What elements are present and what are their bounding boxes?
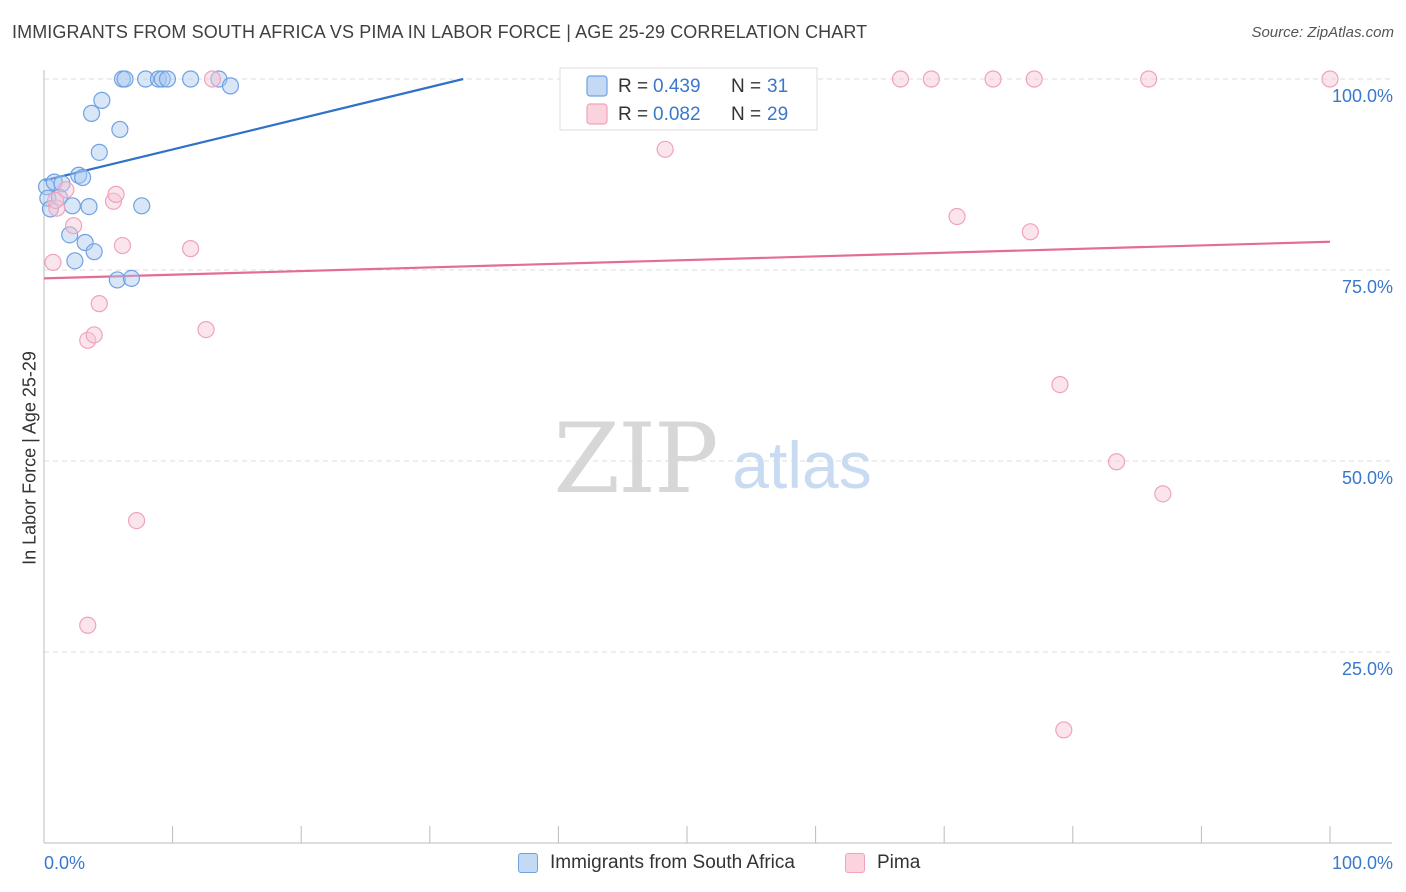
legend-item-south-africa[interactable]: Immigrants from South Africa bbox=[518, 852, 795, 874]
point-pima bbox=[1025, 70, 1043, 88]
point-pima bbox=[1107, 453, 1126, 471]
point-pima bbox=[1321, 70, 1339, 88]
point-pima bbox=[79, 616, 97, 634]
point-south-africa bbox=[108, 271, 126, 289]
legend-swatch-pink bbox=[845, 853, 865, 873]
watermark-atlas: atlas bbox=[732, 428, 871, 502]
legend-item-pima[interactable]: Pima bbox=[845, 852, 920, 874]
point-south-africa bbox=[221, 77, 240, 95]
point-pima bbox=[1021, 223, 1039, 241]
point-south-africa bbox=[76, 233, 94, 252]
point-pima bbox=[984, 70, 1002, 88]
point-pima bbox=[104, 192, 123, 210]
point-south-africa bbox=[153, 70, 171, 88]
point-south-africa bbox=[85, 243, 103, 261]
legend-stats: R = 0.439 N = 31 R = 0.082 N = 29 bbox=[559, 67, 818, 131]
point-pima bbox=[57, 181, 75, 199]
legend-n-value: 29 bbox=[767, 104, 788, 125]
point-south-africa bbox=[82, 104, 101, 122]
point-pima bbox=[203, 70, 222, 88]
trend-line-pima bbox=[43, 240, 1331, 280]
point-pima bbox=[46, 191, 65, 210]
y-tick-label: 50.0% bbox=[1342, 468, 1393, 488]
x-tick-label-max: 100.0% bbox=[1332, 853, 1393, 873]
point-pima bbox=[1140, 70, 1158, 88]
point-pima bbox=[922, 70, 940, 88]
point-pima bbox=[1051, 376, 1069, 394]
watermark-zip: ZIP bbox=[553, 403, 716, 515]
data-points bbox=[37, 70, 1339, 739]
point-pima bbox=[64, 217, 83, 235]
source-label: Source: ZipAtlas.com bbox=[1251, 24, 1394, 41]
legend-r-value: 0.082 bbox=[653, 104, 701, 125]
trend-lines bbox=[43, 77, 1331, 280]
point-pima bbox=[1154, 485, 1172, 503]
x-tick-label-min: 0.0% bbox=[44, 853, 85, 873]
y-tick-label: 25.0% bbox=[1342, 659, 1393, 679]
legend-swatch-blue bbox=[518, 853, 538, 873]
legend-label-south-africa: Immigrants from South Africa bbox=[550, 852, 795, 873]
point-south-africa bbox=[66, 252, 84, 270]
point-south-africa bbox=[116, 70, 134, 88]
point-south-africa bbox=[90, 143, 108, 161]
legend-n-label: N = bbox=[731, 104, 761, 125]
point-south-africa bbox=[158, 70, 177, 88]
axes bbox=[43, 70, 1392, 844]
legend-bottom: Immigrants from South Africa Pima bbox=[0, 852, 1406, 876]
legend-stats-swatch-blue bbox=[586, 75, 608, 97]
point-pima bbox=[891, 70, 910, 88]
gridlines bbox=[44, 78, 1392, 653]
point-pima bbox=[197, 320, 215, 339]
y-tick-label: 100.0% bbox=[1332, 86, 1393, 106]
point-pima bbox=[656, 140, 674, 158]
point-south-africa bbox=[73, 168, 92, 187]
chart-title: IMMIGRANTS FROM SOUTH AFRICA VS PIMA IN … bbox=[12, 22, 868, 42]
point-pima bbox=[44, 253, 62, 271]
point-south-africa bbox=[182, 70, 200, 88]
point-pima bbox=[1055, 721, 1073, 739]
point-south-africa bbox=[122, 269, 141, 288]
point-south-africa bbox=[61, 226, 79, 244]
point-pima bbox=[182, 240, 200, 258]
point-pima bbox=[107, 185, 125, 203]
watermark: ZIP atlas bbox=[553, 403, 871, 515]
y-tick-label: 75.0% bbox=[1342, 277, 1393, 297]
legend-n-value: 31 bbox=[767, 76, 788, 97]
legend-label-pima: Pima bbox=[877, 852, 921, 873]
point-south-africa bbox=[111, 120, 129, 139]
point-south-africa bbox=[63, 197, 81, 215]
trend-line-south-africa bbox=[43, 77, 464, 182]
legend-r-label: R = bbox=[618, 76, 648, 97]
point-south-africa bbox=[93, 91, 111, 109]
tick-labels: 25.0% 50.0% 75.0% 100.0% 0.0% 100.0% bbox=[44, 86, 1393, 873]
legend-n-label: N = bbox=[731, 76, 761, 97]
point-pima bbox=[948, 207, 966, 226]
point-south-africa bbox=[136, 70, 155, 88]
legend-r-value: 0.439 bbox=[653, 76, 701, 97]
point-pima bbox=[127, 511, 146, 530]
point-south-africa bbox=[133, 197, 151, 215]
point-pima bbox=[85, 326, 103, 344]
point-pima bbox=[113, 236, 132, 255]
legend-stats-swatch-pink bbox=[586, 103, 608, 125]
point-south-africa bbox=[80, 197, 98, 216]
point-south-africa bbox=[41, 200, 60, 218]
point-pima bbox=[90, 295, 108, 313]
legend-r-label: R = bbox=[618, 104, 648, 125]
point-south-africa bbox=[149, 70, 168, 88]
